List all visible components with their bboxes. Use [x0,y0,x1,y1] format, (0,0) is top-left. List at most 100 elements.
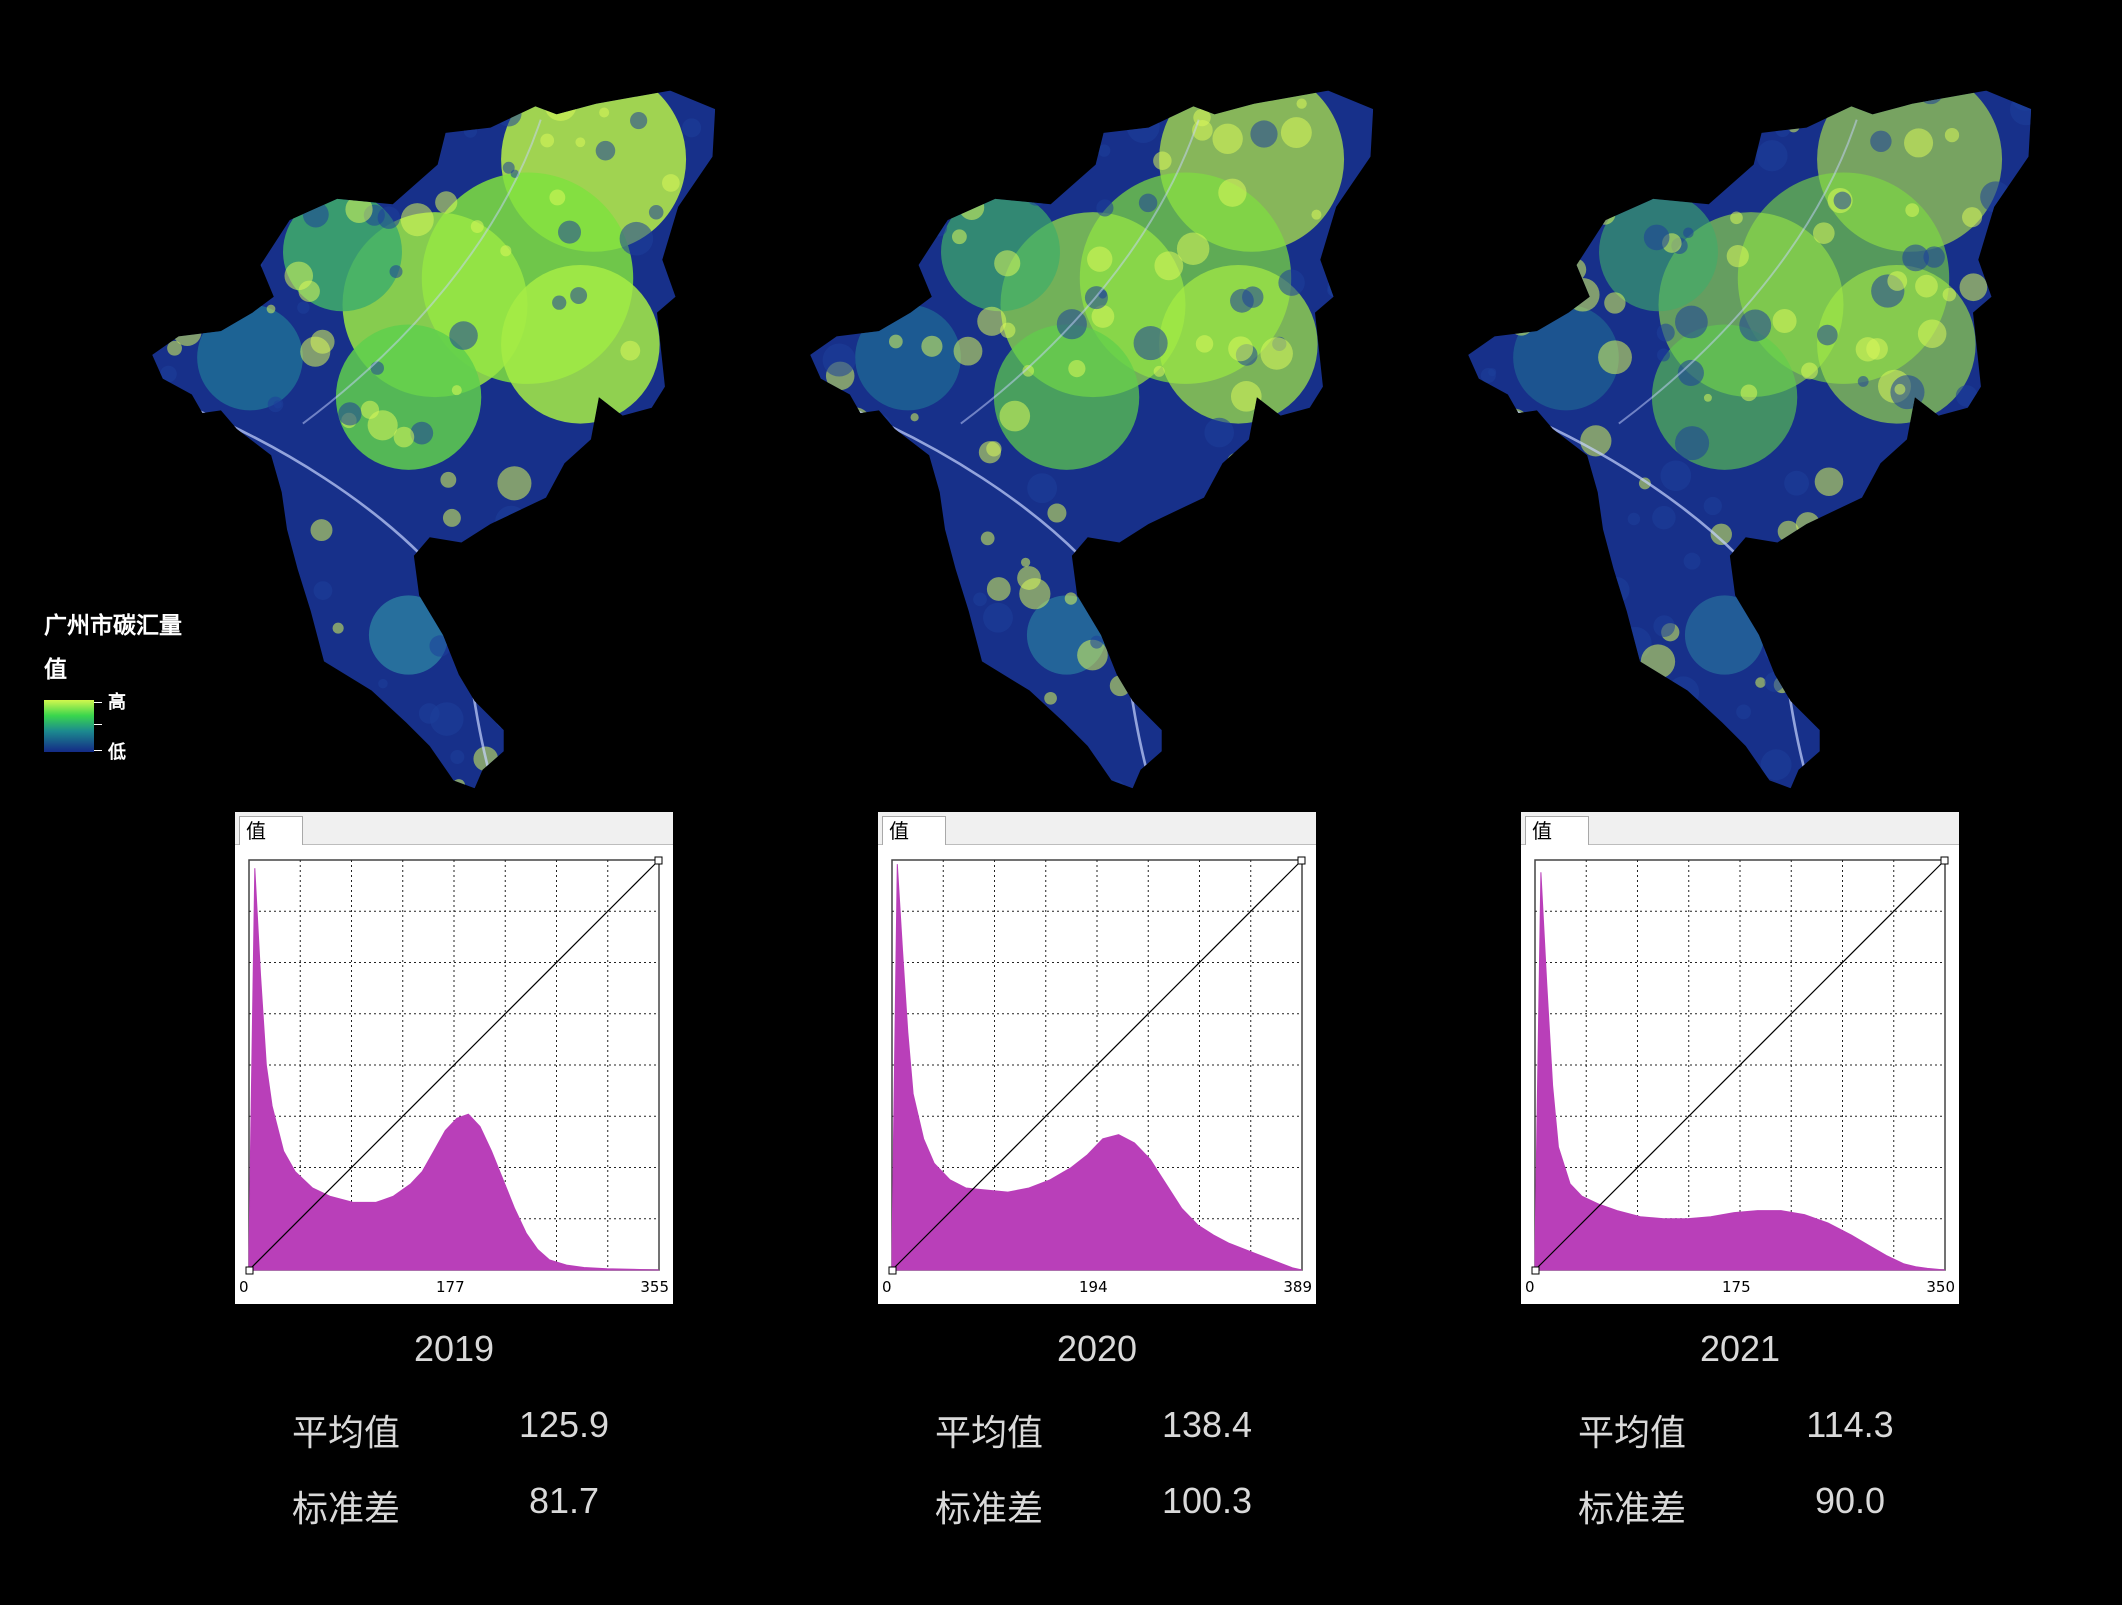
legend-tick-high [94,702,102,703]
map-texture-speck [154,498,188,531]
stretch-handle-min[interactable] [888,1266,897,1275]
map-texture-speck [1468,726,1478,741]
x-tick-mid: 194 [1079,1278,1108,1296]
map-texture-speck [1557,531,1588,563]
std-label-2020: 标准差 [934,1489,1043,1530]
map-texture-speck [2011,409,2031,429]
map-texture-speck [1213,739,1244,769]
map-texture-speck [1541,525,1567,552]
map-texture-speck [1675,305,1708,339]
map-texture-speck [546,90,564,101]
map-texture-speck [1706,730,1729,753]
map-texture-speck [1153,365,1165,377]
map-texture-speck [1068,360,1086,378]
map-texture-speck [440,471,457,488]
map-texture-speck [313,581,333,600]
carbon-sink-map-2020 [783,80,1403,820]
map-texture-speck [1109,675,1131,697]
map-texture-speck [266,304,276,314]
map-texture-speck [539,506,561,528]
map-texture-speck [1799,788,1813,802]
map-texture-speck [1784,470,1810,496]
legend-title: 广州市碳汇量 [44,613,182,639]
tab-strip: 值 [1521,812,1959,845]
x-tick-max: 389 [1283,1278,1312,1296]
map-vegetation-patch [1599,192,1718,312]
map-graphic [810,90,1374,789]
stretch-handle-min[interactable] [1531,1266,1540,1275]
map-texture-speck [1656,323,1675,342]
map-texture-speck [1980,181,2012,213]
map-texture-speck [810,693,826,718]
map-texture-speck [1569,520,1580,530]
map-legend: 广州市碳汇量 值 高 低 [44,604,234,763]
map-vegetation-patch [368,595,449,675]
map-texture-speck [452,779,466,789]
map-texture-speck [2012,750,2032,783]
map-texture-speck [1250,120,1278,148]
map-texture-speck [514,547,539,572]
map-texture-speck [668,684,680,696]
stretch-handle-max[interactable] [1297,856,1306,865]
map-texture-speck [1064,592,1078,605]
map-texture-speck [225,134,258,167]
map-texture-speck [1149,617,1163,630]
map-texture-speck [1570,604,1584,618]
map-texture-speck [711,325,716,337]
map-texture-speck [892,163,904,175]
map-texture-speck [267,396,284,413]
map-texture-speck [1247,592,1258,602]
map-texture-speck [1594,203,1616,225]
mean-value-2019: 125.9 [518,1404,610,1445]
map-vegetation-patch [941,192,1060,312]
map-texture-speck [162,299,172,309]
stretch-handle-max[interactable] [654,856,663,865]
map-texture-speck [1320,533,1346,559]
map-texture-speck [1772,309,1797,334]
map-texture-speck [1259,434,1283,458]
map-texture-speck [1792,685,1803,696]
map-texture-speck [1170,525,1187,542]
map-texture-speck [567,559,582,574]
tab-value[interactable]: 值 [239,816,303,845]
x-tick-min: 0 [1525,1278,1535,1296]
map-texture-speck [162,471,178,487]
map-texture-speck [656,755,667,766]
map-texture-speck [1563,258,1587,281]
map-texture-speck [888,334,903,349]
map-texture-speck [1230,381,1262,412]
stretch-handle-max[interactable] [1940,856,1949,865]
legend-tick-mid [94,724,102,725]
map-texture-speck [1812,222,1835,244]
map-texture-speck [1698,157,1715,173]
legend-color-ramp [44,700,94,752]
map-texture-speck [698,794,711,807]
map-texture-speck [544,717,563,737]
map-texture-speck [1280,117,1312,149]
tab-value[interactable]: 值 [882,816,946,845]
map-texture-speck [692,593,711,612]
map-texture-speck [1169,576,1192,598]
tab-value[interactable]: 值 [1525,816,1589,845]
histogram-area [1534,872,1946,1271]
map-texture-speck [697,615,716,634]
map-texture-speck [1775,122,1791,138]
map-texture-speck [1882,694,1912,723]
map-texture-speck [1611,749,1637,775]
map-texture-speck [1550,176,1573,199]
stretch-handle-min[interactable] [245,1266,254,1275]
map-texture-speck [1247,454,1265,472]
map-texture-speck [1944,127,1960,143]
map-texture-speck [1354,176,1374,210]
map-texture-speck [1025,184,1048,206]
map-texture-speck [633,568,651,586]
map-texture-speck [1672,148,1702,178]
map-texture-speck [662,174,680,192]
map-texture-speck [1812,576,1836,599]
map-texture-speck [2025,685,2032,707]
map-texture-speck [817,768,844,789]
map-texture-speck [1548,233,1560,244]
map-texture-speck [689,298,712,321]
map-texture-speck [1027,473,1058,504]
tab-strip: 值 [878,812,1316,845]
